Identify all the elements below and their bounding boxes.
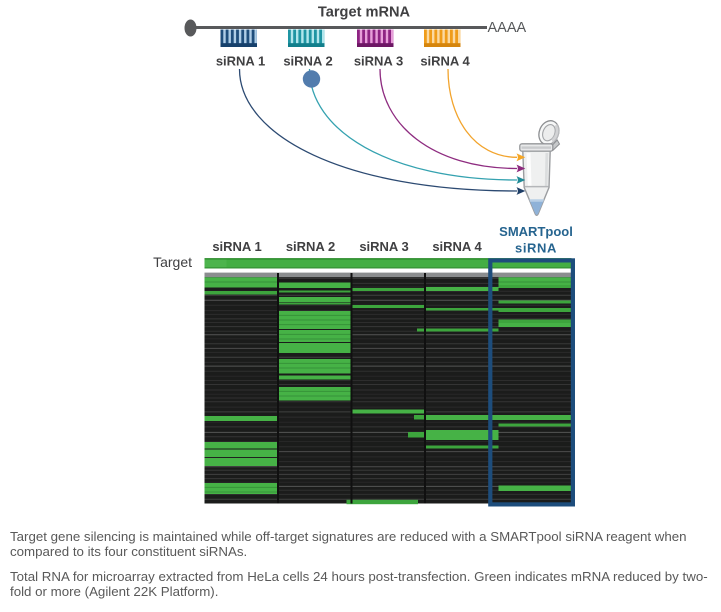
svg-text:siRNA: siRNA — [515, 241, 557, 256]
svg-text:siRNA 3: siRNA 3 — [354, 54, 403, 69]
svg-text:Target: Target — [153, 254, 192, 270]
svg-text:siRNA 1: siRNA 1 — [216, 54, 265, 69]
svg-text:Target mRNA: Target mRNA — [318, 5, 411, 21]
svg-text:siRNA 3: siRNA 3 — [359, 239, 408, 254]
svg-text:siRNA 4: siRNA 4 — [420, 54, 470, 69]
svg-text:AAAA: AAAA — [488, 20, 527, 36]
svg-text:siRNA 2: siRNA 2 — [283, 54, 332, 69]
svg-text:siRNA 4: siRNA 4 — [432, 239, 482, 254]
svg-text:SMARTpool: SMARTpool — [499, 224, 573, 239]
svg-text:siRNA 2: siRNA 2 — [286, 239, 335, 254]
svg-text:siRNA 1: siRNA 1 — [212, 239, 261, 254]
